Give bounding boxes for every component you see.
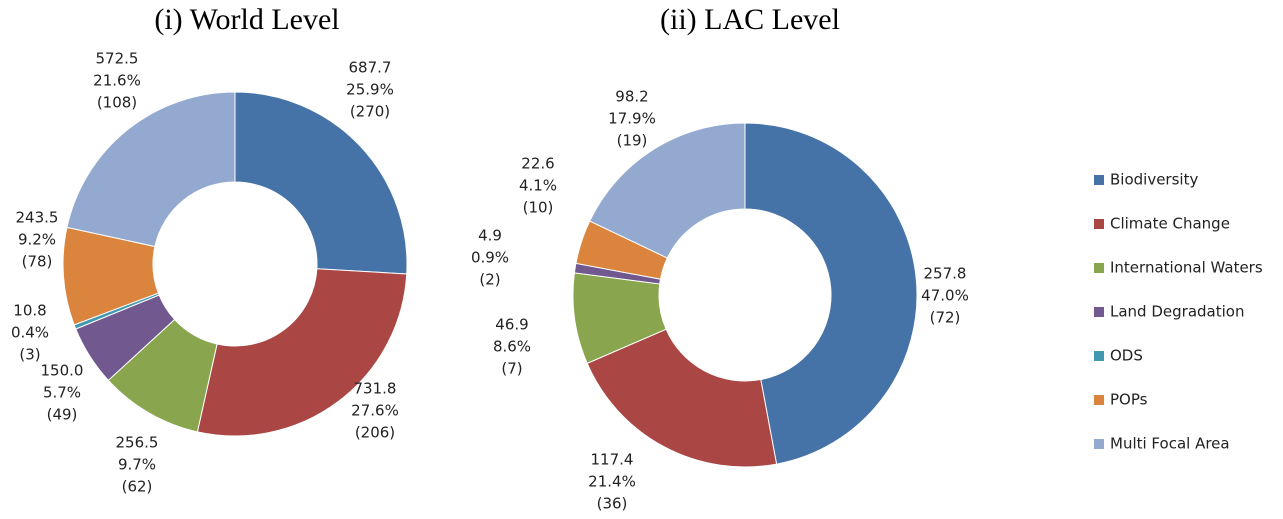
percent-label: 47.0% [921,287,969,305]
value-label: 572.5 [96,50,139,68]
legend-label: International Waters [1110,259,1263,277]
percent-label: 25.9% [346,81,394,99]
legend-label: POPs [1110,391,1148,409]
donut-slice [586,328,778,468]
legend-swatch [1094,219,1104,229]
count-label: (270) [350,103,390,121]
legend-label: ODS [1110,347,1143,365]
legend-label: Land Degradation [1110,303,1244,321]
donut-slice [589,122,746,259]
chart-title: (i) World Level [154,3,339,36]
donut-slice [66,91,236,248]
percent-label: 0.4% [11,324,49,342]
count-label: (72) [930,309,961,327]
legend-swatch [1094,439,1104,449]
legend-swatch [1094,395,1104,405]
percent-label: 17.9% [608,110,656,128]
count-label: (206) [355,424,395,442]
percent-label: 4.1% [519,177,557,195]
count-label: (7) [501,360,522,378]
count-label: (2) [479,271,500,289]
percent-label: 9.2% [18,231,56,249]
value-label: 257.8 [924,265,967,283]
value-label: 731.8 [354,380,397,398]
percent-label: 21.6% [93,72,141,90]
percent-label: 21.4% [588,473,636,491]
percent-label: 8.6% [493,338,531,356]
count-label: (19) [617,132,648,150]
percent-label: 5.7% [43,384,81,402]
value-label: 98.2 [615,88,648,106]
donut-slice [744,122,918,465]
value-label: 150.0 [41,362,84,380]
chart-title: (ii) LAC Level [660,3,840,36]
percent-label: 27.6% [351,402,399,420]
count-label: (36) [597,495,628,513]
value-label: 4.9 [478,227,502,245]
legend-swatch [1094,351,1104,361]
value-label: 46.9 [495,316,528,334]
value-label: 117.4 [591,451,634,469]
value-label: 22.6 [521,155,554,173]
value-label: 687.7 [349,59,392,77]
legend-label: Climate Change [1110,215,1230,233]
value-label: 256.5 [116,434,159,452]
legend-label: Biodiversity [1110,171,1198,189]
count-label: (10) [523,199,554,217]
donut-slice [234,91,408,275]
legend-label: Multi Focal Area [1110,435,1230,453]
value-label: 10.8 [13,302,46,320]
legend-swatch [1094,263,1104,273]
value-label: 243.5 [16,209,59,227]
count-label: (62) [122,478,153,496]
count-label: (78) [22,253,53,271]
count-label: (3) [19,346,40,364]
count-label: (108) [97,94,137,112]
legend-swatch [1094,175,1104,185]
count-label: (49) [47,406,78,424]
donut-slice [196,268,408,437]
legend-swatch [1094,307,1104,317]
percent-label: 9.7% [118,456,156,474]
percent-label: 0.9% [471,249,509,267]
